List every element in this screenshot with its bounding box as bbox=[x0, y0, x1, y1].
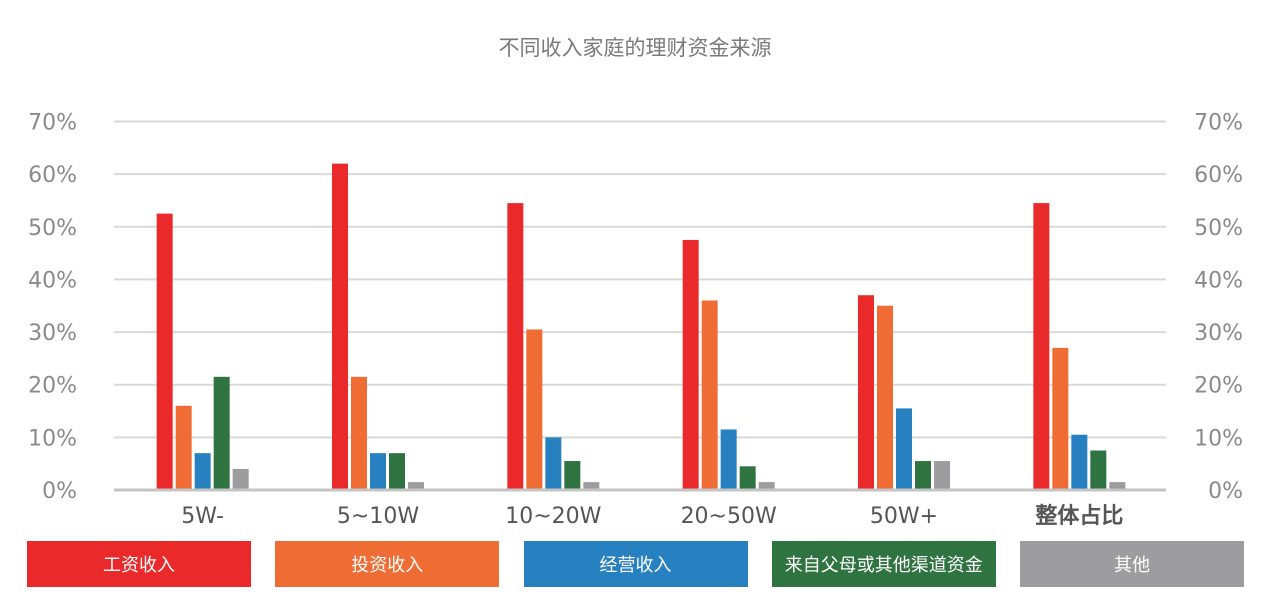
x-tick-label: 10~20W bbox=[505, 504, 601, 529]
x-tick-label: 5~10W bbox=[337, 504, 419, 529]
chart-title: 不同收入家庭的理财资金来源 bbox=[499, 36, 772, 60]
bar bbox=[682, 239, 699, 490]
y-tick-label-left: 0% bbox=[42, 479, 77, 504]
legend-item: 来自父母或其他渠道资金 bbox=[771, 541, 996, 587]
y-tick-label-right: 20% bbox=[1194, 374, 1243, 399]
y-tick-label-left: 50% bbox=[28, 216, 77, 241]
legend-item: 经营收入 bbox=[523, 541, 748, 587]
y-tick-label-left: 60% bbox=[28, 163, 77, 188]
bar bbox=[934, 461, 950, 490]
bar bbox=[877, 305, 893, 490]
bar bbox=[408, 482, 424, 490]
bar bbox=[351, 376, 367, 490]
legend-label: 工资收入 bbox=[103, 555, 175, 576]
bar bbox=[915, 461, 931, 490]
bar bbox=[858, 295, 874, 490]
x-tick-label: 整体占比 bbox=[1035, 503, 1123, 529]
bar bbox=[526, 329, 543, 490]
bar bbox=[370, 453, 386, 490]
bar bbox=[389, 453, 405, 490]
legend-item: 其他 bbox=[1020, 541, 1244, 587]
x-tick-label: 50W+ bbox=[870, 504, 938, 529]
y-tick-label-left: 20% bbox=[28, 374, 77, 399]
y-tick-label-right: 30% bbox=[1194, 321, 1243, 346]
bar bbox=[896, 408, 912, 490]
bar bbox=[156, 213, 173, 490]
x-tick-label: 20~50W bbox=[681, 504, 777, 529]
x-tick-label: 5W- bbox=[181, 504, 224, 529]
bar bbox=[545, 437, 562, 490]
bar bbox=[701, 300, 718, 490]
bar bbox=[564, 461, 581, 490]
bar bbox=[1090, 450, 1107, 490]
bar bbox=[1071, 434, 1088, 490]
y-tick-label-right: 50% bbox=[1194, 216, 1243, 241]
bar bbox=[1109, 482, 1126, 490]
legend: 工资收入 投资收入 经营收入 来自父母或其他渠道资金 其他 bbox=[27, 541, 1244, 587]
legend-label: 投资收入 bbox=[351, 555, 424, 576]
legend-item: 投资收入 bbox=[275, 541, 500, 587]
y-tick-label-right: 0% bbox=[1208, 479, 1243, 504]
y-tick-label-right: 70% bbox=[1194, 111, 1243, 136]
y-tick-label-left: 10% bbox=[28, 426, 77, 451]
y-tick-label-right: 60% bbox=[1194, 163, 1243, 188]
y-tick-label-left: 40% bbox=[28, 268, 77, 293]
bar bbox=[758, 482, 775, 490]
legend-label: 其他 bbox=[1114, 555, 1150, 576]
bar bbox=[583, 482, 600, 490]
y-tick-label-left: 30% bbox=[28, 321, 77, 346]
bar bbox=[232, 468, 249, 490]
bar bbox=[194, 453, 211, 490]
bar bbox=[507, 203, 524, 490]
legend-label: 来自父母或其他渠道资金 bbox=[784, 555, 983, 576]
y-tick-label-right: 40% bbox=[1194, 268, 1243, 293]
bar bbox=[720, 429, 737, 490]
bar bbox=[1052, 347, 1069, 490]
chart-plot: 不同收入家庭的理财资金来源 0% 0% 10% 10% 20% 20% 30% 30% 40% 40… bbox=[28, 36, 1243, 529]
bar bbox=[1033, 203, 1050, 490]
legend-label: 经营收入 bbox=[599, 555, 672, 576]
legend-item: 工资收入 bbox=[27, 541, 251, 587]
y-tick-label-left: 70% bbox=[28, 111, 77, 136]
bar bbox=[332, 163, 348, 490]
bar bbox=[739, 466, 756, 490]
bar bbox=[213, 376, 230, 490]
y-tick-label-right: 10% bbox=[1194, 426, 1243, 451]
bar bbox=[175, 405, 192, 490]
